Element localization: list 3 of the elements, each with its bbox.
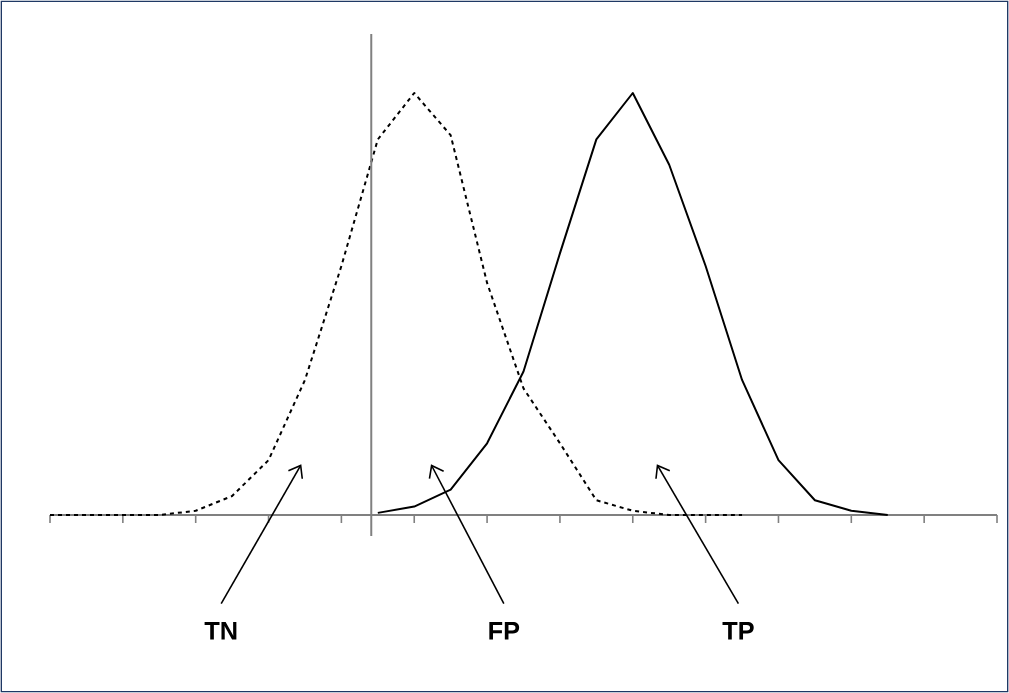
- text: TP: [722, 622, 754, 640]
- text: FP: [489, 622, 520, 640]
- text: TN: [204, 622, 237, 640]
